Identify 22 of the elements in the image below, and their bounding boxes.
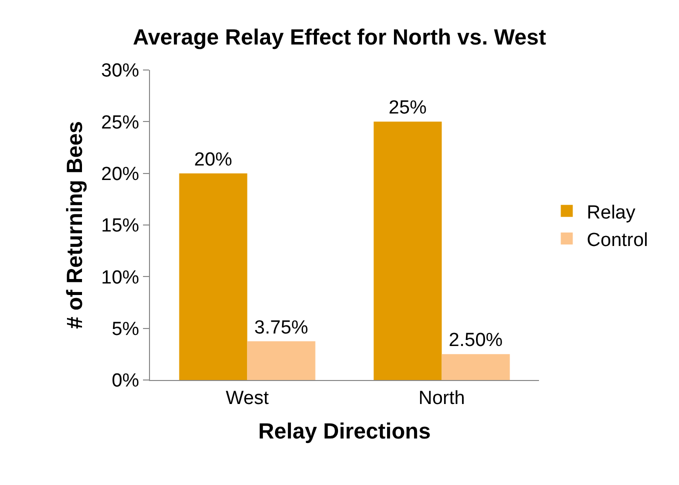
y-tick-label: 5% — [112, 318, 140, 340]
legend-label: Relay — [586, 202, 636, 224]
y-tick-label: 15% — [101, 216, 140, 237]
legend-label: Control — [586, 230, 648, 251]
x-tick-label: North — [418, 388, 465, 409]
x-tick-label: West — [226, 388, 270, 409]
y-tick-label: 25% — [101, 112, 140, 134]
data-label: 3.75% — [254, 317, 308, 338]
bar — [247, 341, 316, 380]
bar — [442, 354, 510, 380]
data-label: 20% — [194, 149, 232, 170]
bar — [374, 122, 442, 380]
y-tick-label: 10% — [101, 267, 140, 288]
data-label: 2.50% — [448, 330, 503, 352]
x-axis-title: Relay Directions — [258, 418, 431, 444]
y-axis-title: # of Returning Bees — [62, 121, 87, 329]
y-tick-label: 0% — [112, 370, 140, 392]
y-tick-label: 30% — [101, 60, 140, 82]
chart-title: Average Relay Effect for North vs. West — [132, 24, 547, 50]
bar — [179, 173, 248, 380]
y-tick-label: 20% — [101, 164, 140, 185]
data-label: 25% — [388, 98, 427, 119]
